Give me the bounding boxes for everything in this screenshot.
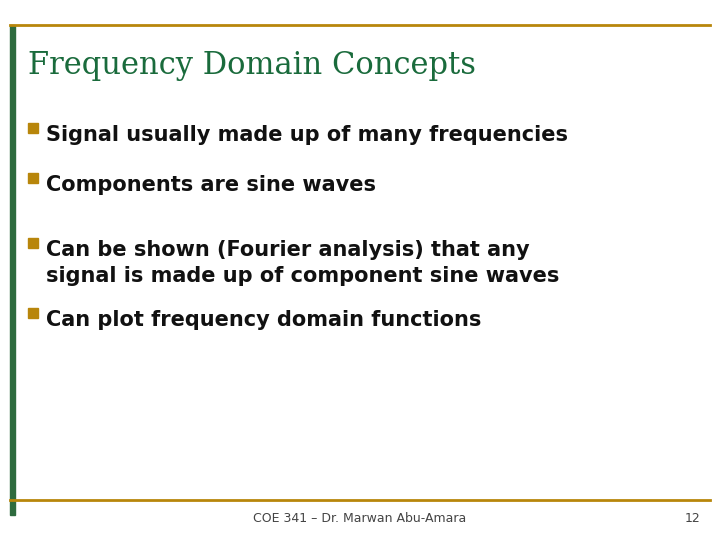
Bar bbox=[28, 308, 38, 318]
Text: Can be shown (Fourier analysis) that any
signal is made up of component sine wav: Can be shown (Fourier analysis) that any… bbox=[46, 240, 559, 286]
Text: Signal usually made up of many frequencies: Signal usually made up of many frequenci… bbox=[46, 125, 568, 145]
Text: Components are sine waves: Components are sine waves bbox=[46, 175, 376, 195]
Bar bbox=[28, 123, 38, 133]
Bar bbox=[28, 173, 38, 183]
Text: Frequency Domain Concepts: Frequency Domain Concepts bbox=[28, 50, 476, 81]
Text: Can plot frequency domain functions: Can plot frequency domain functions bbox=[46, 310, 482, 330]
Text: 12: 12 bbox=[684, 511, 700, 524]
Bar bbox=[10, 25, 15, 515]
Bar bbox=[28, 238, 38, 248]
Text: COE 341 – Dr. Marwan Abu-Amara: COE 341 – Dr. Marwan Abu-Amara bbox=[253, 511, 467, 524]
